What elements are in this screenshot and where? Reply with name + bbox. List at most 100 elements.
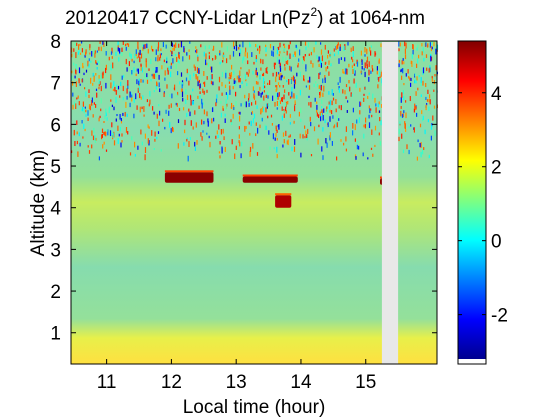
noise-speckle — [316, 104, 318, 110]
noise-speckle — [352, 130, 354, 136]
noise-speckle — [283, 43, 285, 46]
noise-speckle — [414, 73, 416, 77]
noise-speckle — [126, 113, 128, 117]
noise-speckle — [280, 75, 282, 81]
noise-speckle — [140, 79, 142, 83]
noise-speckle — [202, 102, 204, 105]
noise-speckle — [133, 60, 135, 64]
noise-speckle — [363, 97, 365, 102]
noise-speckle — [83, 123, 85, 130]
noise-speckle — [404, 54, 407, 60]
noise-speckle — [422, 148, 424, 155]
noise-speckle — [426, 67, 428, 71]
noise-speckle — [156, 81, 158, 85]
noise-speckle — [257, 127, 259, 134]
noise-speckle — [140, 65, 142, 71]
noise-speckle — [251, 110, 253, 114]
noise-speckle — [139, 49, 141, 56]
noise-speckle — [263, 95, 265, 101]
noise-speckle — [292, 75, 295, 82]
noise-speckle — [349, 86, 351, 92]
noise-speckle — [171, 126, 174, 132]
noise-speckle — [92, 82, 94, 86]
noise-speckle — [230, 72, 232, 77]
noise-speckle — [299, 49, 301, 56]
noise-speckle — [88, 150, 91, 154]
noise-speckle — [376, 71, 378, 75]
noise-speckle — [122, 41, 124, 45]
noise-speckle — [259, 86, 261, 91]
noise-speckle — [329, 100, 331, 106]
noise-speckle — [274, 63, 276, 70]
noise-speckle — [376, 66, 378, 71]
noise-speckle — [327, 55, 329, 59]
noise-speckle — [197, 56, 199, 62]
noise-speckle — [148, 140, 150, 146]
noise-speckle — [270, 114, 273, 118]
noise-speckle — [335, 99, 337, 105]
noise-speckle — [177, 71, 179, 76]
noise-speckle — [76, 55, 78, 58]
noise-speckle — [174, 84, 176, 91]
noise-speckle — [366, 48, 368, 55]
noise-speckle — [98, 82, 100, 87]
noise-speckle — [149, 99, 151, 105]
noise-speckle — [235, 101, 237, 106]
x-axis: 11 12 13 14 15 — [97, 41, 376, 393]
noise-speckle — [366, 60, 368, 67]
noise-speckle — [178, 54, 180, 60]
noise-speckle — [400, 106, 402, 109]
noise-speckle — [337, 44, 339, 49]
noise-speckle — [85, 109, 87, 113]
noise-speckle — [151, 45, 153, 50]
noise-speckle — [256, 152, 259, 156]
noise-speckle — [368, 92, 370, 95]
noise-speckle — [125, 127, 128, 133]
noise-speckle — [308, 85, 311, 90]
noise-speckle — [103, 42, 105, 47]
noise-speckle — [79, 43, 81, 46]
noise-speckle — [102, 41, 104, 45]
noise-speckle — [211, 81, 213, 85]
colorbar-frame — [457, 40, 487, 365]
noise-speckle — [281, 97, 283, 103]
noise-speckle — [246, 52, 248, 59]
noise-speckle — [238, 47, 240, 50]
noise-speckle — [96, 62, 98, 66]
noise-speckle — [398, 128, 400, 134]
noise-speckle — [305, 64, 307, 69]
noise-speckle — [268, 130, 270, 135]
noise-speckle — [402, 68, 404, 74]
noise-speckle — [119, 48, 121, 54]
noise-speckle — [296, 72, 298, 77]
noise-speckle — [278, 72, 280, 75]
noise-speckle — [402, 58, 404, 61]
noise-speckle — [400, 69, 402, 73]
noise-speckle — [283, 45, 286, 50]
noise-speckle — [180, 72, 183, 77]
noise-speckle — [212, 81, 214, 86]
noise-speckle — [307, 128, 309, 134]
noise-speckle — [94, 134, 96, 141]
noise-speckle — [190, 93, 192, 98]
noise-speckle — [249, 44, 252, 47]
noise-speckle — [366, 56, 369, 62]
noise-speckle — [139, 93, 141, 99]
noise-speckle — [110, 74, 112, 81]
noise-speckle — [428, 68, 430, 73]
noise-speckle — [313, 47, 315, 53]
noise-speckle — [265, 46, 267, 52]
noise-speckle — [221, 146, 223, 151]
noise-speckle — [94, 53, 96, 58]
noise-speckle — [430, 125, 433, 130]
noise-speckle — [327, 122, 329, 128]
noise-speckle — [429, 42, 431, 48]
cloud-edge — [275, 193, 292, 196]
noise-speckle — [222, 108, 224, 111]
noise-speckle — [416, 112, 418, 117]
noise-speckle — [136, 105, 138, 110]
noise-speckle — [262, 59, 264, 65]
noise-speckle — [133, 113, 135, 119]
noise-speckle — [228, 79, 230, 82]
noise-speckle — [322, 115, 324, 121]
